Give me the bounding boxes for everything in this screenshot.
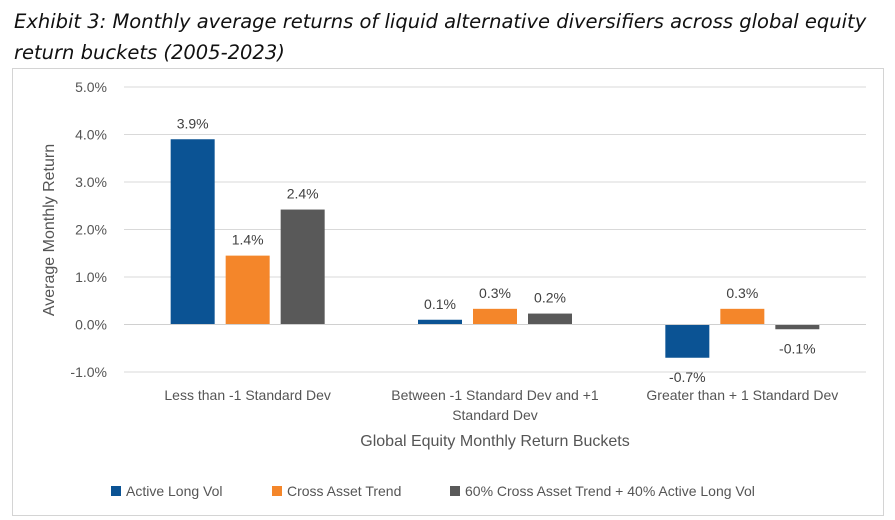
exhibit-title-line-2: return buckets (2005-2023) [14,41,285,64]
bar [665,324,710,358]
data-label: 3.9% [177,115,209,131]
y-axis-title: Average Monthly Return [41,144,58,316]
data-label: -0.1% [779,340,816,356]
data-label: 1.4% [232,232,264,248]
data-label: 2.4% [287,186,319,202]
legend-label: 60% Cross Asset Trend + 40% Active Long … [465,483,755,499]
y-tick-label: 3.0% [75,174,107,190]
data-label: 0.3% [479,285,511,301]
x-axis-ticks: Less than -1 Standard Dev Between -1 Stan… [164,387,838,423]
legend: Active Long Vol Cross Asset Trend 60% Cros… [111,483,755,499]
x-tick-label: Greater than + 1 Standard Dev [646,387,838,403]
x-tick-label: Less than -1 Standard Dev [164,387,331,403]
bars [170,139,820,358]
y-tick-label: -1.0% [70,364,107,380]
legend-label: Active Long Vol [126,483,223,499]
y-tick-label: 0.0% [75,317,107,333]
data-labels: 3.9% 1.4% 2.4% 0.1% 0.3% 0.2% -0.7% 0.3% -0.1% [177,115,816,385]
data-label: 0.2% [534,290,566,306]
data-label: 0.3% [726,285,758,301]
gridlines [124,86,866,373]
y-tick-label: 5.0% [75,79,107,95]
y-axis-ticks: -1.0% 0.0% 1.0% 2.0% 3.0% 4.0% 5.0% [70,79,107,380]
x-tick-label: Between -1 Standard Dev and +1 [391,387,599,403]
data-label: -0.7% [669,369,706,385]
legend-swatch [111,486,121,496]
legend-swatch [450,486,460,496]
bar [473,308,517,325]
chart-frame [12,68,884,516]
exhibit-title: Exhibit 3: Monthly average returns of li… [14,6,884,68]
bar [720,308,765,325]
y-tick-label: 4.0% [75,127,107,143]
legend-label: Cross Asset Trend [287,483,401,499]
x-axis-title: Global Equity Monthly Return Buckets [360,433,629,450]
legend-swatch [272,486,282,496]
y-tick-label: 2.0% [75,222,107,238]
x-tick-label: Standard Dev [452,407,538,423]
bar [225,255,270,325]
exhibit-title-line-1: Exhibit 3: Monthly average returns of li… [14,10,867,33]
bar [418,319,462,325]
bar [280,209,325,325]
bar [170,139,215,325]
y-tick-label: 1.0% [75,269,107,285]
bar [528,313,572,325]
bar [775,324,820,330]
data-label: 0.1% [424,296,456,312]
